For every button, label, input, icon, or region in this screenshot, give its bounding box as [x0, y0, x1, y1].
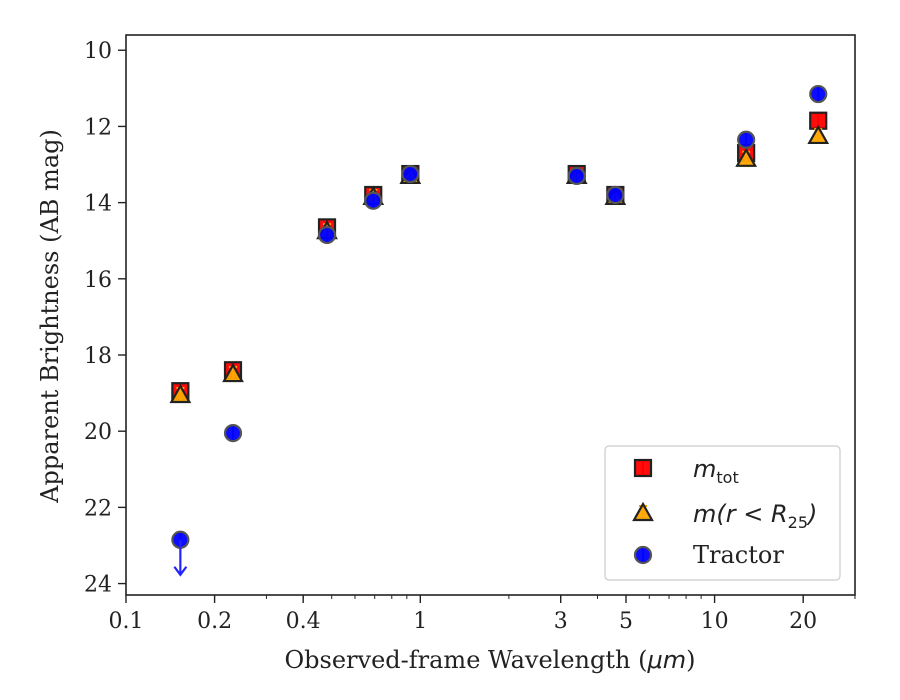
- marker-circle: [223, 423, 243, 443]
- series-mr25: [169, 124, 830, 404]
- data-point-tractor: [567, 166, 586, 186]
- marker-triangle: [169, 383, 192, 404]
- y-tick-label: 14: [84, 192, 112, 217]
- x-tick-label: 1: [413, 609, 427, 634]
- marker-circle: [364, 191, 383, 210]
- y-axis: 10 12 14 16 18 20 22 24: [84, 39, 126, 598]
- data-point-tractor: [809, 84, 828, 104]
- data-point-tractor: [364, 191, 383, 210]
- data-point-mr25: [807, 124, 830, 145]
- marker-triangle: [632, 501, 654, 522]
- marker-circle: [809, 84, 828, 104]
- marker-circle: [567, 166, 586, 186]
- data-point-tractor: [223, 423, 243, 443]
- data-point-tractor: [737, 130, 756, 149]
- legend-label-mtot: mtot: [693, 455, 739, 487]
- marker-triangle: [222, 362, 244, 383]
- x-axis-label: Observed-frame Wavelength (μm): [285, 646, 696, 674]
- plot-layer: [169, 84, 830, 577]
- y-tick-label: 16: [84, 268, 112, 293]
- marker-circle: [401, 164, 420, 184]
- y-tick-label: 20: [84, 420, 112, 445]
- x-axis: 0.1 0.2 0.4 1 3 5 10 20: [109, 595, 856, 634]
- upper-limit-arrow-head: [173, 566, 188, 577]
- marker-circle: [633, 545, 653, 565]
- data-point-mr25: [735, 147, 758, 167]
- series-mtot: [171, 111, 828, 401]
- y-tick-label: 18: [84, 344, 112, 369]
- legend-label-tractor: Tractor: [693, 541, 784, 569]
- marker-circle: [317, 225, 337, 245]
- x-tick-label: 5: [619, 609, 633, 634]
- x-tick-label: 0.4: [286, 609, 321, 634]
- marker-triangle: [735, 147, 758, 167]
- y-tick-label: 22: [84, 496, 112, 521]
- x-tick-label: 20: [789, 609, 817, 634]
- legend-label-mr25: m(r < R25): [693, 500, 817, 532]
- x-tick-label: 3: [554, 609, 568, 634]
- y-tick-label: 12: [84, 115, 112, 140]
- legend-marker-mtot: [633, 458, 653, 478]
- legend-markers: [632, 458, 654, 565]
- series-tractor: [171, 84, 828, 577]
- data-point-tractor: [401, 164, 420, 184]
- data-point-mr25: [222, 362, 244, 383]
- legend: mtot m(r < R25) Tractor: [604, 445, 841, 581]
- data-point-tractor: [606, 185, 625, 205]
- legend-box: [604, 445, 841, 581]
- marker-triangle: [807, 124, 830, 145]
- plot-frame: [125, 34, 856, 596]
- x-tick-label: 10: [701, 609, 729, 634]
- x-tick-label: 0.2: [197, 609, 232, 634]
- y-axis-label: Apparent Brightness (AB mag): [36, 129, 64, 504]
- x-tick-label: 0.1: [109, 609, 144, 634]
- y-tick-label: 10: [84, 39, 112, 64]
- marker-square: [633, 458, 653, 478]
- data-point-mr25: [169, 383, 192, 404]
- y-tick-label: 24: [84, 573, 112, 598]
- legend-marker-mr25: [632, 501, 654, 522]
- marker-circle: [606, 185, 625, 205]
- legend-marker-tractor: [633, 545, 653, 565]
- data-point-tractor: [317, 225, 337, 245]
- marker-circle: [737, 130, 756, 149]
